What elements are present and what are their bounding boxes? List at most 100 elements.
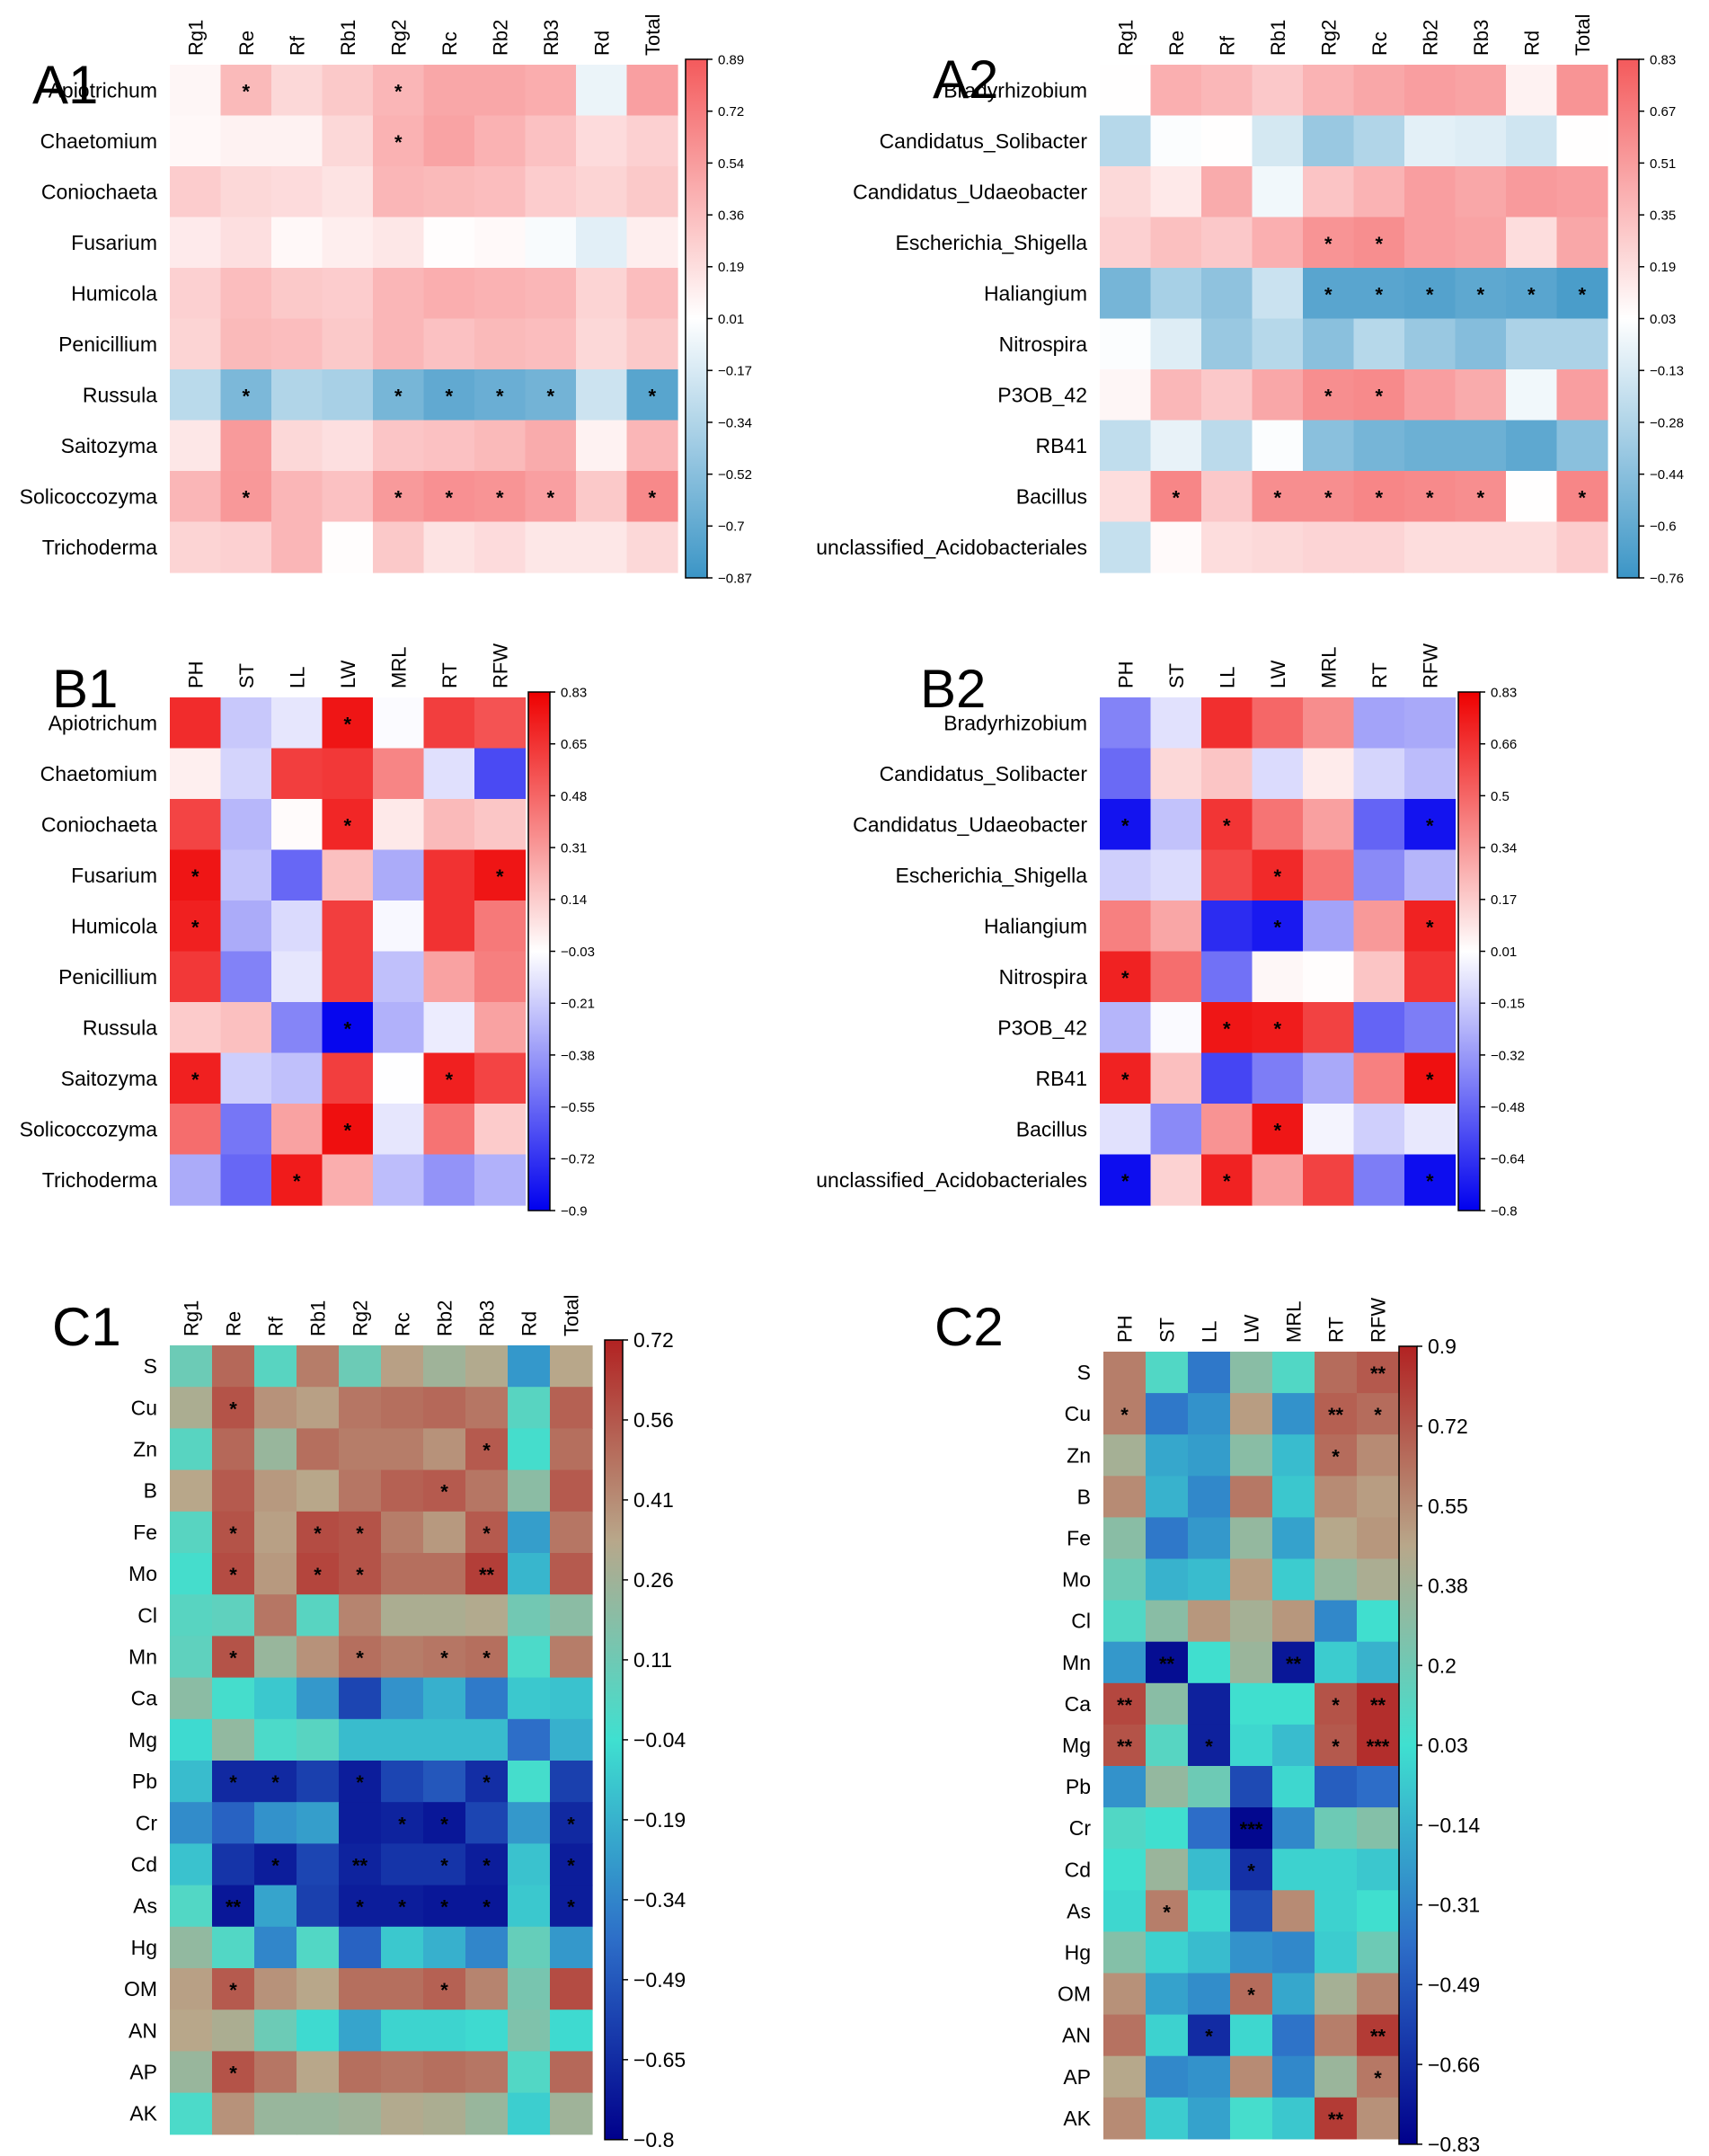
colorbar-tick-label: −0.8 <box>633 2128 674 2152</box>
heatmap-cell <box>1150 1052 1202 1105</box>
heatmap-cell <box>423 65 475 117</box>
heatmap-cell <box>550 1387 593 1429</box>
row-label: Penicillium <box>58 965 157 989</box>
column-label: LL <box>1216 667 1238 688</box>
row-label: Candidatus_Solibacter <box>880 129 1088 153</box>
heatmap-cell <box>1230 1766 1273 1808</box>
column-label: Rf <box>265 1316 288 1336</box>
heatmap-cell <box>550 1885 593 1928</box>
row-label: Chaetomium <box>40 129 157 153</box>
significance-mark: * <box>343 814 351 837</box>
heatmap-cell <box>1357 1890 1400 1932</box>
heatmap-cell <box>1303 369 1355 421</box>
heatmap-cell <box>381 1718 424 1761</box>
significance-mark: * <box>343 1017 351 1040</box>
significance-mark: * <box>1426 1170 1434 1193</box>
significance-mark: * <box>1332 1445 1340 1468</box>
heatmap-cell <box>1556 471 1608 523</box>
colorbar-tick-label: −0.6 <box>1650 519 1677 535</box>
colorbar-tick-label: 0.54 <box>718 156 744 172</box>
heatmap-cell <box>1357 2055 1400 2098</box>
heatmap-cell <box>550 1594 593 1637</box>
heatmap-cell <box>1146 1724 1189 1767</box>
heatmap-cell <box>1315 1393 1358 1435</box>
significance-mark: * <box>496 385 504 407</box>
heatmap-cell <box>271 369 323 421</box>
column-label: Rd <box>590 31 613 56</box>
heatmap-cell <box>1252 115 1304 167</box>
heatmap-cell <box>423 748 475 800</box>
heatmap-cell <box>508 1511 551 1554</box>
heatmap-cell <box>1230 1807 1273 1850</box>
heatmap-cell <box>1357 1849 1400 1891</box>
heatmap-cell <box>297 1718 340 1761</box>
significance-mark: ** <box>226 1896 242 1919</box>
heatmap-cell <box>170 369 222 421</box>
column-label: MRL <box>1317 647 1340 688</box>
heatmap-cell <box>1357 1682 1400 1726</box>
heatmap-cell <box>297 1594 340 1637</box>
heatmap-cell <box>1303 115 1355 167</box>
heatmap-cell <box>220 849 272 901</box>
heatmap-cell <box>423 471 475 523</box>
row-label: AK <box>129 2102 157 2125</box>
significance-mark: * <box>356 1564 364 1586</box>
heatmap-cell <box>1252 521 1304 573</box>
heatmap-cell <box>212 1677 255 1720</box>
significance-mark: * <box>398 1896 406 1919</box>
heatmap-cell <box>297 1469 340 1513</box>
colorbar-tick-label: −0.72 <box>561 1152 595 1167</box>
heatmap-cell <box>170 2010 213 2052</box>
heatmap-cell <box>373 1002 425 1054</box>
row-label: Russula <box>83 383 157 406</box>
heatmap-cell <box>423 697 475 750</box>
colorbar-tick-label: −0.21 <box>561 997 595 1012</box>
heatmap-cell <box>1556 521 1608 573</box>
heatmap-cell <box>1506 166 1558 218</box>
column-label: Rb2 <box>434 1300 456 1336</box>
significance-mark: * <box>1426 486 1434 509</box>
colorbar-tick-label: 0.56 <box>633 1408 674 1432</box>
row-label: Candidatus_Solibacter <box>880 762 1088 785</box>
significance-mark: ** <box>1328 1404 1344 1426</box>
heatmap-cell <box>550 1428 593 1471</box>
row-label: Mn <box>128 1646 157 1669</box>
heatmap-cell <box>170 1885 213 1928</box>
heatmap-panel-c1: C1**** * * ** * * *** * * ** * * ** * ** ** * * *** * * * * ** *… <box>52 1295 686 2152</box>
heatmap-cell <box>1150 166 1202 218</box>
heatmap-cell <box>170 471 222 523</box>
colorbar-tick-label: 0.55 <box>1428 1495 1468 1518</box>
significance-mark: * <box>1375 233 1383 255</box>
heatmap-cell <box>1303 166 1355 218</box>
heatmap-cell <box>1315 2097 1358 2140</box>
heatmap-cell <box>423 1885 466 1928</box>
heatmap-cell <box>381 1636 424 1679</box>
heatmap-cell <box>1455 369 1507 421</box>
heatmap-cell <box>381 1802 424 1844</box>
heatmap-cell <box>474 748 527 800</box>
significance-mark: * <box>356 1771 364 1794</box>
heatmap-cell <box>423 1469 466 1513</box>
column-label: RT <box>438 662 461 688</box>
significance-mark: * <box>648 486 656 509</box>
heatmap-cell <box>423 1002 475 1054</box>
row-label: Cu <box>131 1396 157 1419</box>
heatmap-cell <box>1201 1052 1253 1105</box>
heatmap-cell <box>373 849 425 901</box>
heatmap-cell <box>271 951 323 1003</box>
heatmap-cell <box>271 420 323 472</box>
heatmap-cell <box>297 1677 340 1720</box>
heatmap-cell <box>1315 1849 1358 1891</box>
heatmap-cell <box>1315 1600 1358 1643</box>
heatmap-cell <box>1100 268 1152 320</box>
significance-mark: * <box>1273 486 1281 509</box>
colorbar-tick-label: 0.11 <box>633 1648 672 1672</box>
significance-mark: * <box>1205 2026 1213 2048</box>
heatmap-cell <box>1201 849 1253 901</box>
heatmap-cell <box>1353 268 1405 320</box>
colorbar-tick-label: −0.32 <box>1491 1048 1525 1063</box>
significance-mark: * <box>567 1855 575 1877</box>
row-label: AN <box>1062 2024 1091 2047</box>
heatmap-cell <box>465 1968 509 2010</box>
heatmap-cell <box>1404 799 1457 851</box>
